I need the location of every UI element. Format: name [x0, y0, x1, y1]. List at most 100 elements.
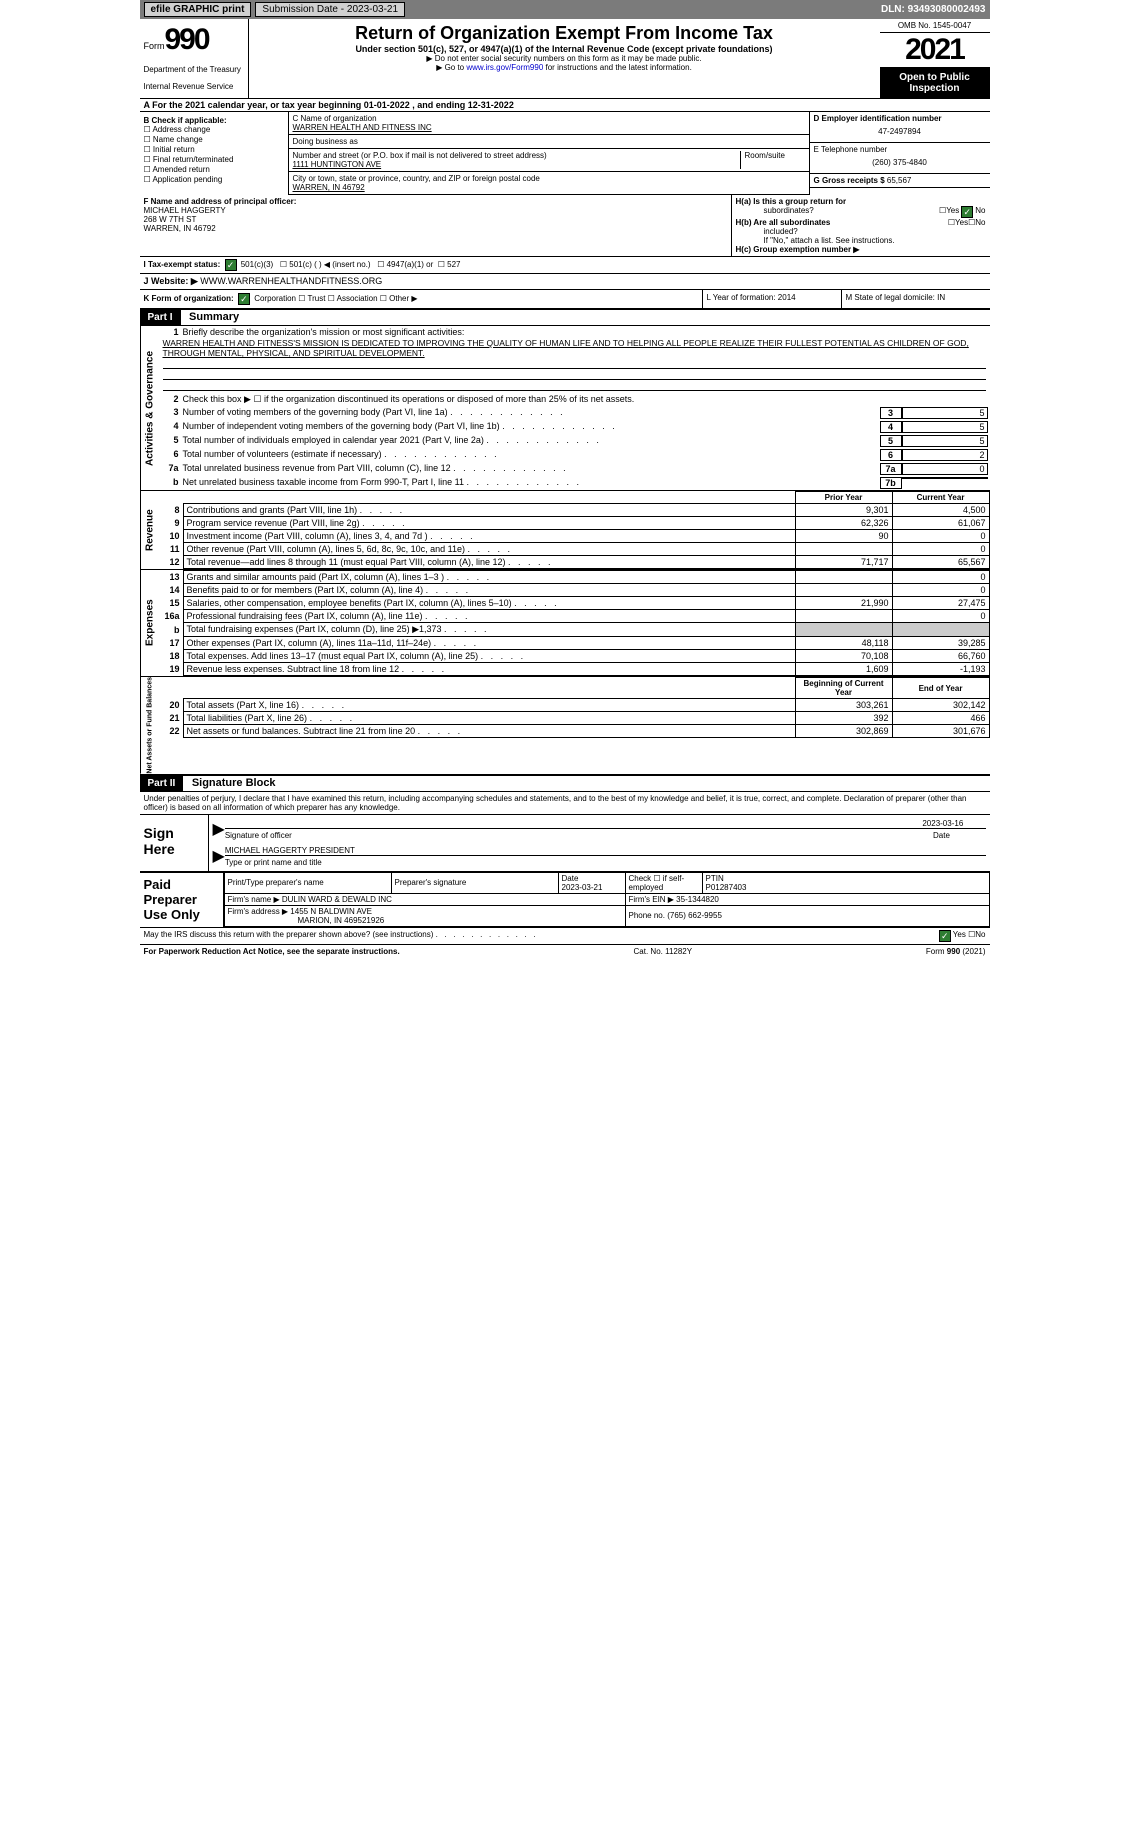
form-header: Form990 Department of the Treasury Inter…	[140, 19, 990, 99]
cb-initial-return[interactable]: ☐ Initial return	[144, 145, 284, 154]
table-row-label: Net assets or fund balances. Subtract li…	[183, 725, 795, 738]
table-row-label: Program service revenue (Part VIII, line…	[183, 517, 795, 530]
cb-name-change[interactable]: ☐ Name change	[144, 135, 284, 144]
officer-name: MICHAEL HAGGERTY	[144, 206, 226, 215]
ha-no-checkbox[interactable]	[961, 206, 973, 218]
room-suite-label: Room/suite	[741, 151, 805, 169]
tax-year: 2021	[880, 33, 990, 68]
hc-label: H(c) Group exemption number ▶	[736, 245, 860, 254]
signature-block: Under penalties of perjury, I declare th…	[140, 792, 990, 872]
line-ref: 7b	[880, 477, 902, 489]
year-formation: L Year of formation: 2014	[703, 290, 842, 308]
line-value	[902, 477, 988, 479]
cb-address-change[interactable]: ☐ Address change	[144, 125, 284, 134]
ein-value: 47-2497894	[814, 123, 986, 140]
dept-treasury: Department of the Treasury	[144, 65, 244, 74]
cb-final-return[interactable]: ☐ Final return/terminated	[144, 155, 284, 164]
current-year-value: 466	[892, 712, 989, 725]
submission-date: Submission Date - 2023-03-21	[255, 2, 405, 17]
paid-preparer-label: Paid Preparer Use Only	[140, 873, 224, 927]
current-year-value: 0	[892, 584, 989, 597]
table-row-label: Revenue less expenses. Subtract line 18 …	[183, 663, 795, 676]
cb-corporation[interactable]	[238, 293, 250, 305]
cb-amended-return[interactable]: ☐ Amended return	[144, 165, 284, 174]
current-year-value: 0	[892, 610, 989, 623]
part1-title: Summary	[183, 309, 245, 325]
footer: For Paperwork Reduction Act Notice, see …	[140, 945, 990, 958]
part2-bar: Part II Signature Block	[140, 775, 990, 792]
line-value: 5	[902, 421, 988, 433]
table-row-label: Other revenue (Part VIII, column (A), li…	[183, 543, 795, 556]
may-discuss-row: May the IRS discuss this return with the…	[140, 928, 990, 945]
prior-year-value: 302,869	[795, 725, 892, 738]
website-url: WWW.WARRENHEALTHANDFITNESS.ORG	[198, 276, 383, 286]
table-row-label: Total revenue—add lines 8 through 11 (mu…	[183, 556, 795, 569]
paid-preparer-block: Paid Preparer Use Only Print/Type prepar…	[140, 872, 990, 928]
state-domicile: M State of legal domicile: IN	[842, 290, 990, 308]
line-value: 5	[902, 435, 988, 447]
firm-phone: Phone no. (765) 662-9955	[625, 905, 989, 926]
dba-label: Doing business as	[293, 137, 805, 146]
gross-receipts-value: 65,567	[887, 176, 911, 185]
current-year-value: 302,142	[892, 699, 989, 712]
phone-label: E Telephone number	[814, 145, 986, 154]
arrow-icon: ▶	[213, 846, 225, 867]
summary-line: Total unrelated business revenue from Pa…	[183, 463, 878, 473]
prior-year-value	[795, 571, 892, 584]
date-label: Date	[933, 831, 950, 840]
prep-sig-label: Preparer's signature	[391, 873, 558, 894]
prior-year-value: 90	[795, 530, 892, 543]
addr-label: Number and street (or P.O. box if mail i…	[293, 151, 740, 160]
part1-bar: Part I Summary	[140, 309, 990, 326]
officer-printed-name: MICHAEL HAGGERTY PRESIDENT	[225, 846, 986, 856]
form-number: 990	[165, 23, 209, 56]
tax-status-row: I Tax-exempt status: 501(c)(3) ☐ 501(c) …	[140, 257, 990, 274]
ssn-note: ▶ Do not enter social security numbers o…	[253, 54, 876, 63]
section-deg: D Employer identification number47-24978…	[810, 112, 990, 195]
line-ref: 7a	[880, 463, 902, 475]
ein-label: D Employer identification number	[814, 114, 986, 123]
street-address: 1111 HUNTINGTON AVE	[293, 160, 382, 169]
line-ref: 3	[880, 407, 902, 419]
prior-year-value: 9,301	[795, 504, 892, 517]
section-f: F Name and address of principal officer:…	[140, 195, 732, 256]
cb-app-pending[interactable]: ☐ Application pending	[144, 175, 284, 184]
website-row: J Website: ▶ WWW.WARRENHEALTHANDFITNESS.…	[140, 274, 990, 290]
expenses-table: 13Grants and similar amounts paid (Part …	[159, 570, 990, 676]
efile-print-button[interactable]: efile GRAPHIC print	[144, 2, 252, 17]
omb-number: OMB No. 1545-0047	[880, 19, 990, 33]
city-state-zip: WARREN, IN 46792	[293, 183, 365, 192]
part1-header: Part I	[140, 310, 181, 325]
goto-note: ▶ Go to www.irs.gov/Form990 for instruct…	[253, 63, 876, 72]
firm-name: Firm's name ▶ DULIN WARD & DEWALD INC	[224, 893, 625, 905]
expenses-section: Expenses 13Grants and similar amounts pa…	[140, 570, 990, 677]
prior-year-value	[795, 610, 892, 623]
form-subtitle: Under section 501(c), 527, or 4947(a)(1)…	[253, 44, 876, 54]
summary-line: Number of independent voting members of …	[183, 421, 878, 431]
irs-link[interactable]: www.irs.gov/Form990	[466, 63, 543, 72]
section-c: C Name of organizationWARREN HEALTH AND …	[289, 112, 810, 195]
line-value: 2	[902, 449, 988, 461]
summary-line: Number of voting members of the governin…	[183, 407, 878, 417]
current-year-value: 27,475	[892, 597, 989, 610]
self-emp-label: Check ☐ if self-employed	[625, 873, 702, 894]
mission-text: WARREN HEALTH AND FITNESS'S MISSION IS D…	[159, 338, 990, 358]
may-yes-checkbox[interactable]	[939, 930, 951, 942]
row-fh: F Name and address of principal officer:…	[140, 195, 990, 257]
ha-label: H(a) Is this a group return for	[736, 197, 847, 206]
cb-501c3[interactable]	[225, 259, 237, 271]
city-label: City or town, state or province, country…	[293, 174, 805, 183]
current-year-value	[892, 623, 989, 637]
prior-year-value: 48,118	[795, 637, 892, 650]
hb-label: H(b) Are all subordinates	[736, 218, 831, 227]
prior-year-value: 70,108	[795, 650, 892, 663]
current-year-value: 301,676	[892, 725, 989, 738]
org-name-label: C Name of organization	[293, 114, 805, 123]
top-bar: efile GRAPHIC print Submission Date - 20…	[140, 0, 990, 19]
net-assets-section: Net Assets or Fund Balances Beginning of…	[140, 677, 990, 775]
revenue-table: Prior YearCurrent Year8Contributions and…	[159, 491, 990, 569]
prior-year-value	[795, 584, 892, 597]
firm-addr2: MARION, IN 469521926	[228, 916, 385, 925]
current-year-value: 61,067	[892, 517, 989, 530]
dln-label: DLN: 93493080002493	[881, 4, 986, 15]
